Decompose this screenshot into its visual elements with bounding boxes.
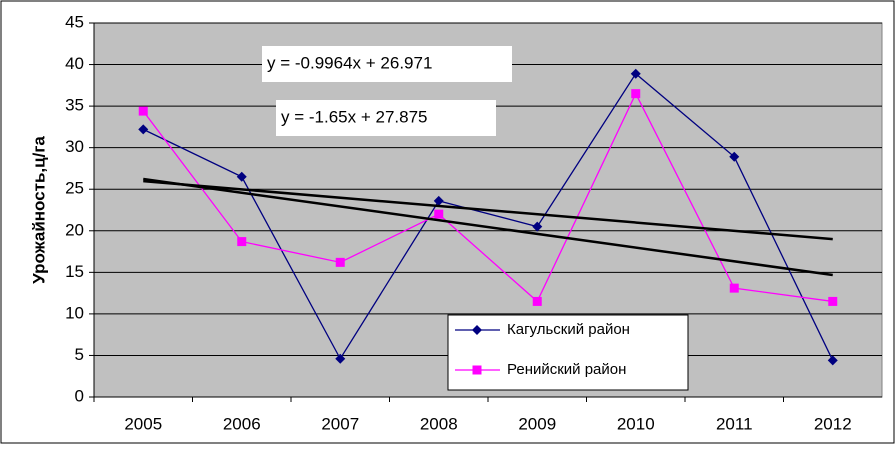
point (335, 257, 345, 267)
legend-marker (472, 325, 482, 335)
point (631, 89, 641, 99)
point (729, 151, 740, 162)
point (433, 195, 444, 206)
y-tick-label: 20 (65, 220, 84, 239)
point (138, 106, 148, 116)
point (335, 353, 346, 364)
series-line (142, 72, 834, 361)
point (828, 296, 838, 306)
x-tick-label: 2011 (716, 414, 753, 433)
equation-label: y = -1.65x + 27.875 (281, 107, 428, 126)
trendline (143, 179, 833, 241)
point (630, 68, 641, 79)
point (138, 124, 149, 135)
point (729, 283, 739, 293)
legend-box (447, 314, 689, 391)
legend: Кагульский район Ренийский район (447, 314, 689, 391)
y-tick-label: 30 (65, 137, 84, 156)
point (827, 355, 838, 366)
x-tick-label: 2009 (518, 414, 556, 433)
legend-label: Ренийский район (507, 361, 626, 378)
x-tick-label: 2005 (124, 414, 162, 433)
point (532, 221, 543, 232)
point (434, 209, 444, 219)
y-tick-label: 0 (75, 386, 84, 405)
point (237, 237, 247, 247)
equation-box (276, 100, 496, 136)
x-tick-label: 2006 (223, 414, 261, 433)
legend-marker (472, 365, 482, 375)
x-tick-label: 2008 (420, 414, 458, 433)
y-tick-label: 5 (75, 345, 84, 364)
point (236, 171, 247, 182)
equation-label: y = -0.9964x + 26.971 (267, 53, 432, 72)
trendline (143, 177, 833, 277)
x-tick-label: 2012 (814, 414, 852, 433)
y-tick-label: 40 (65, 54, 84, 73)
x-tick-label: 2007 (321, 414, 359, 433)
y-tick-label: 25 (65, 179, 84, 198)
y-tick-label: 35 (65, 96, 84, 115)
x-tick-label: 2010 (617, 414, 655, 433)
y-axis-title: Урожайность,ц/га (29, 136, 48, 284)
series-line (142, 92, 833, 303)
point (532, 296, 542, 306)
y-tick-label: 15 (65, 262, 84, 281)
legend-label: Кагульский район (507, 321, 630, 338)
equation-box (262, 46, 512, 82)
y-tick-label: 10 (65, 303, 84, 322)
y-tick-label: 45 (65, 12, 84, 31)
